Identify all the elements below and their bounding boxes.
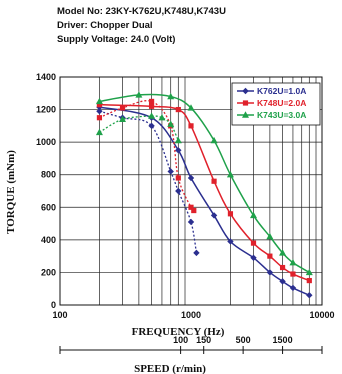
square-marker (175, 175, 181, 181)
y-tick-label: 1400 (36, 72, 56, 82)
dotted-series-line (99, 110, 198, 253)
legend-entry-label: K748U=2.0A (257, 98, 306, 108)
triangle-marker (148, 112, 156, 119)
diamond-marker (175, 147, 182, 154)
triangle-marker (242, 111, 249, 118)
y-tick-labels: 0 200 400 600 800 1000 1200 1400 (36, 72, 56, 310)
y-tick-label: 800 (41, 170, 56, 180)
x-tick-label: 10000 (309, 310, 334, 320)
triangle-marker (187, 104, 195, 111)
triangle-marker (119, 115, 127, 123)
triangle-marker (226, 171, 234, 178)
diamond-marker (289, 284, 297, 292)
series-K762U=1.0A (96, 103, 313, 299)
square-marker (188, 204, 194, 210)
square-marker (148, 98, 155, 105)
x-tick-label: 100 (52, 310, 67, 320)
triangle-marker (95, 97, 103, 105)
solid-series-line (99, 103, 310, 282)
legend-entry-label: K762U=1.0A (257, 86, 306, 96)
square-marker (290, 271, 296, 277)
y-tick-label: 200 (41, 267, 56, 277)
speed-tick-label: 500 (236, 335, 251, 345)
y-axis-label: TORQUE (mNm) (5, 150, 17, 234)
diamond-marker (210, 212, 218, 219)
square-marker (191, 207, 197, 214)
square-marker (96, 115, 103, 121)
square-marker (211, 178, 217, 184)
series-layer (95, 91, 313, 299)
diamond-marker (227, 238, 234, 245)
square-marker (175, 106, 181, 113)
triangle-marker (305, 268, 313, 276)
series-K748U=2.0A (96, 98, 312, 284)
legend-entry-label: K743U=3.0A (257, 110, 306, 120)
solid-series-line (99, 106, 310, 296)
square-marker (279, 264, 286, 271)
series-K743U=3.0A (95, 91, 313, 276)
square-marker (119, 105, 126, 111)
speed-axis-label: SPEED (r/min) (134, 363, 206, 374)
model-text: Model No: 23KY-K762U,K748U,K743U (57, 6, 226, 17)
voltage-text: Supply Voltage: 24.0 (Volt) (57, 34, 175, 45)
y-tick-label: 400 (41, 235, 56, 245)
square-marker (267, 253, 273, 259)
legend: K762U=1.0A K748U=2.0A K743U=3.0A (231, 82, 321, 126)
diamond-marker (242, 87, 249, 95)
diamond-marker (187, 218, 195, 226)
triangle-marker (167, 120, 175, 127)
diamond-marker (167, 168, 174, 175)
diamond-marker (306, 292, 313, 299)
square-marker (250, 240, 257, 246)
x-tick-label: 1000 (181, 310, 201, 320)
triangle-marker (289, 258, 297, 266)
square-marker (148, 103, 155, 109)
plot-frame (59, 76, 323, 306)
y-tick-label: 1200 (36, 105, 56, 115)
diamond-marker (279, 278, 286, 285)
speed-tick-label: 100 (173, 335, 188, 345)
diamond-marker (266, 269, 274, 276)
diamond-marker (250, 254, 257, 261)
y-tick-label: 600 (41, 202, 56, 212)
speed-tick-label: 1500 (273, 335, 293, 345)
triangle-marker (174, 136, 182, 144)
y-tick-label: 0 (51, 300, 56, 310)
square-marker (306, 277, 312, 284)
triangle-marker (279, 249, 287, 256)
diamond-marker (193, 249, 200, 257)
triangle-marker (95, 128, 103, 136)
square-marker (188, 123, 194, 129)
diamond-marker (96, 108, 103, 115)
speed-tick-label: 150 (196, 335, 211, 345)
triangle-marker (210, 136, 218, 144)
square-marker (96, 102, 103, 108)
triangle-marker (135, 91, 143, 98)
y-tick-label: 1000 (36, 137, 56, 147)
triangle-marker (167, 92, 175, 100)
diamond-marker (175, 187, 182, 195)
diamond-marker (148, 122, 155, 130)
diamond-marker (187, 174, 195, 182)
x-tick-labels: 100 1000 10000 (52, 310, 334, 320)
driver-text: Driver: Chopper Dual (57, 20, 153, 31)
square-marker (242, 100, 249, 106)
triangle-marker (250, 211, 258, 219)
speed-ticks: 100 150 500 1500 (59, 335, 323, 354)
triangle-marker (266, 232, 274, 240)
triangle-marker (158, 114, 166, 121)
square-marker (227, 211, 234, 217)
x-axis-label: FREQUENCY (Hz) (132, 326, 225, 338)
